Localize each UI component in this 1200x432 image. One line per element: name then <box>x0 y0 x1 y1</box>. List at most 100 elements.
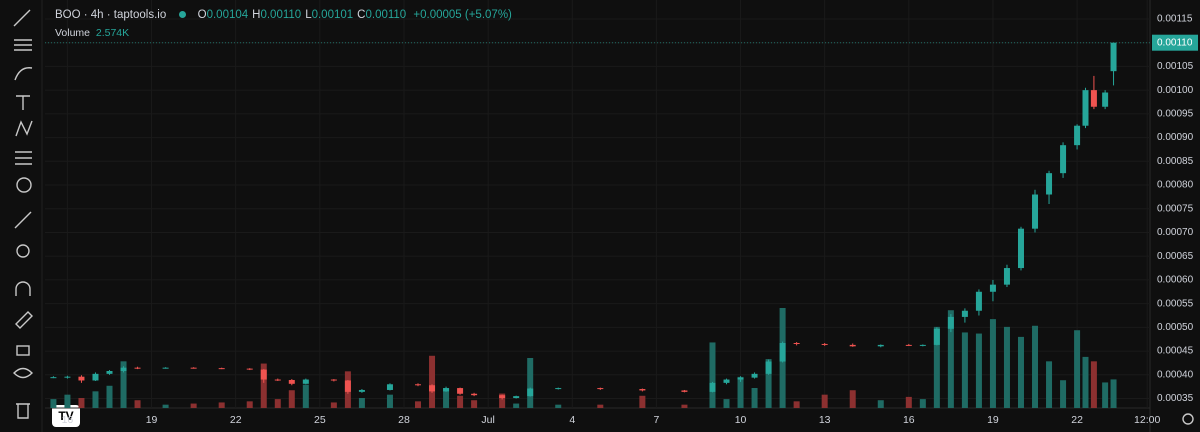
candle-body <box>989 284 996 292</box>
pattern-tool[interactable] <box>15 120 33 137</box>
candle-body <box>1090 90 1097 107</box>
candle-body <box>681 390 688 392</box>
candle-body <box>793 343 800 345</box>
toolbar-icons[interactable] <box>13 9 1194 425</box>
y-tick-label: 0.00105 <box>1157 61 1194 72</box>
candle-body <box>499 395 506 399</box>
y-tick-label: 0.00090 <box>1157 132 1194 143</box>
candle-body <box>120 367 127 371</box>
candle-body <box>975 291 982 311</box>
tv-logo: TV <box>52 405 80 427</box>
candle-body <box>246 368 253 370</box>
candle-body <box>429 385 436 392</box>
y-tick-label: 0.00085 <box>1157 156 1194 167</box>
volume-bar <box>1017 336 1024 408</box>
ohlc-value: 0.00110 <box>260 9 302 21</box>
candle-body <box>134 367 141 369</box>
candle-body <box>415 384 422 386</box>
settings-button[interactable] <box>1182 413 1194 425</box>
candle-body <box>527 388 534 397</box>
candle-body <box>162 367 169 369</box>
symbol: BOO · 4h · taptools.io <box>55 9 167 21</box>
volume-bar <box>821 394 828 408</box>
ohlc-value: 0.00104 <box>206 9 249 21</box>
candle-body <box>106 370 113 374</box>
candle-body <box>78 376 85 381</box>
candle-body <box>1082 90 1089 126</box>
volume-bar <box>50 399 57 408</box>
volume-bar <box>1110 379 1117 408</box>
y-tick-label: 0.00060 <box>1157 275 1194 286</box>
candle-body <box>947 316 954 329</box>
y-tick-label: 0.00075 <box>1157 203 1194 214</box>
prediction-tool[interactable] <box>15 151 32 165</box>
toolbar <box>0 0 42 432</box>
candle-body <box>386 384 393 390</box>
delete-tool[interactable] <box>16 403 30 419</box>
candle-body <box>64 376 71 378</box>
x-tick-label: 28 <box>398 414 410 426</box>
volume-bar <box>260 363 267 408</box>
last-price-label: 0.00110 <box>1157 37 1193 48</box>
candle-body <box>260 369 267 380</box>
candle-body <box>765 361 772 374</box>
candle-body <box>288 380 295 384</box>
measure-tool[interactable] <box>14 211 32 229</box>
legend-header: BOO · 4h · taptools.io O0.00104 H0.00110 L… <box>55 9 512 21</box>
y-tick-label: 0.00100 <box>1157 85 1194 96</box>
change: +0.00005 (+5.07%) <box>413 9 512 21</box>
hide-tool[interactable] <box>13 367 33 379</box>
y-tick-label: 0.00055 <box>1157 298 1194 309</box>
volume-bar <box>358 398 365 408</box>
lock-tool[interactable] <box>16 345 30 356</box>
candle-body <box>1017 228 1024 269</box>
ohlc-label: O <box>197 9 207 21</box>
volume-bar <box>709 342 716 408</box>
y-tick-label: 0.00070 <box>1157 227 1194 238</box>
x-tick-label: 16 <box>903 414 915 426</box>
text-tool[interactable] <box>16 95 30 110</box>
candle-body <box>1046 173 1053 195</box>
volume-bar <box>302 384 309 408</box>
magnet-tool[interactable] <box>15 281 31 296</box>
volume-label: Volume <box>55 27 91 39</box>
volume-bar <box>681 404 688 408</box>
volume-bar <box>989 319 996 408</box>
volume-bar <box>933 326 940 408</box>
candle-body <box>555 388 562 390</box>
candle-body <box>933 328 940 345</box>
candle-body <box>821 343 828 345</box>
volume-bar <box>1032 325 1039 408</box>
volume-bar <box>639 395 646 408</box>
volume-bar <box>106 385 113 408</box>
candle-body <box>597 388 604 390</box>
volume-bar <box>162 404 169 408</box>
fib-tool[interactable] <box>14 39 32 51</box>
volume-legend: Volume 2.574K <box>55 27 129 39</box>
trendline-tool[interactable] <box>13 9 31 27</box>
volume-bar <box>288 390 295 408</box>
zoom-tool[interactable] <box>16 244 30 258</box>
volume-bar <box>905 396 912 408</box>
ohlc-value: 0.00110 <box>365 9 407 21</box>
volume-bar <box>1074 330 1081 408</box>
candle-body <box>218 368 225 370</box>
candle-body <box>1032 194 1039 229</box>
ohlc-value: 0.00101 <box>311 9 354 21</box>
volume-bar <box>330 402 337 408</box>
volume-bar <box>190 403 197 408</box>
ohlc: O0.00104 H0.00110 L0.00101 C0.00110 <box>198 9 411 21</box>
x-tick-label: 19 <box>987 414 999 426</box>
volume-bar <box>877 400 884 408</box>
emoji-tool[interactable] <box>16 177 32 193</box>
volume-bar <box>849 390 856 408</box>
volume-bar <box>64 394 71 408</box>
stay-drawing-tool[interactable] <box>15 311 33 329</box>
volume-bar <box>793 401 800 408</box>
candle-body <box>905 344 912 346</box>
volume-bar <box>92 391 99 408</box>
x-tick-label: 13 <box>819 414 831 426</box>
brush-tool[interactable] <box>14 67 33 81</box>
x-tick-label: 19 <box>146 414 158 426</box>
